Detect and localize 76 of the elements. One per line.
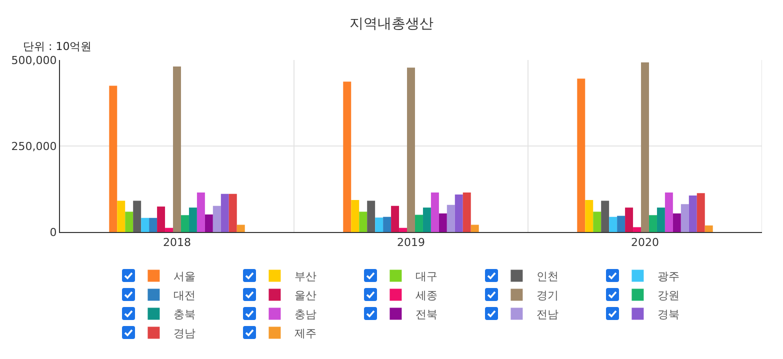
legend-label: 강원 [658,289,680,302]
bar [696,193,705,232]
bar [375,218,384,232]
legend-label: 충북 [174,308,196,322]
bar [470,224,479,232]
bar [430,192,439,232]
legend-label: 전남 [536,308,559,322]
chart-title: 지역내총생산 [350,16,434,32]
legend-label: 경남 [174,327,196,340]
bar [617,216,626,232]
bar [188,208,197,232]
bar [109,86,118,232]
legend-label: 경북 [658,308,680,322]
bar [343,82,352,232]
x-tick-label: 2018 [163,236,191,250]
bar [141,218,150,232]
legend-label: 전북 [416,308,438,322]
bar [165,228,174,232]
bar [351,200,360,232]
bar [462,192,471,232]
legend-label: 서울 [174,270,196,284]
bar [688,196,697,232]
bar [422,208,431,232]
bar [133,200,142,232]
bar [601,200,610,232]
bar [577,78,586,232]
bar [664,192,673,232]
bar [391,206,400,232]
legend-label: 대전 [174,289,196,302]
bar [228,194,237,232]
bar [367,200,376,232]
bar [399,228,408,232]
legend-label: 제주 [294,327,317,340]
bar [204,214,213,232]
bar [704,225,713,232]
bar [236,224,245,232]
bar [196,192,205,232]
legend-label: 인천 [536,270,559,284]
bar [680,204,689,232]
legend-label: 울산 [294,289,317,302]
bar [117,200,126,232]
bar [414,214,423,232]
bar [656,208,665,232]
x-tick-label: 2019 [397,236,425,250]
bar [220,194,229,232]
x-tick-label: 2020 [631,236,659,250]
bar [173,66,181,232]
bar [593,212,602,232]
bar [212,206,221,232]
legend-label: 대구 [416,270,438,284]
legend-label: 부산 [294,270,317,284]
bar [157,206,166,232]
bar [633,227,642,232]
bar [438,213,447,232]
bar [625,208,634,232]
legend-label: 충남 [294,308,317,322]
bar [585,200,594,232]
bar [407,68,415,232]
legend-label: 경기 [536,289,559,302]
y-tick-label: 500,000 [11,54,57,67]
y-tick-label: 0 [50,226,57,239]
legend-label: 세종 [416,289,438,302]
bar [359,212,368,232]
text: 단위 : 10억원 [23,40,92,53]
bar [149,218,158,232]
bar [125,212,134,232]
bar [180,215,189,232]
bar [454,194,463,232]
bar [609,216,618,232]
bar [641,62,649,232]
bar [383,216,392,232]
bar [648,215,657,232]
bar [672,213,681,232]
y-tick-label: 250,000 [11,140,57,153]
legend-label: 광주 [658,270,680,284]
bar [446,204,455,232]
